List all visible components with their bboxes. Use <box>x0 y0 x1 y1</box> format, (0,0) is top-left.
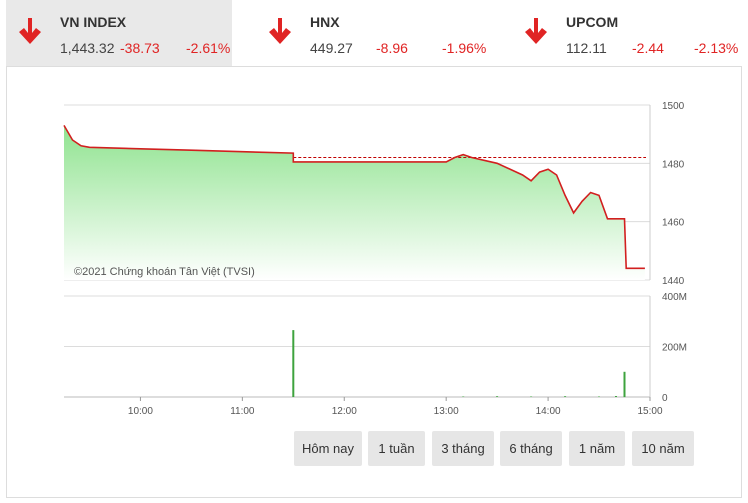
volume-bar <box>496 396 499 397</box>
volume-bar <box>564 396 567 397</box>
x-tick-label: 10:00 <box>128 406 153 417</box>
ticker-upcom[interactable]: UPCOM 112.11 -2.44 -2.13% <box>512 0 748 66</box>
range-button-10-years[interactable]: 10 năm <box>632 431 694 466</box>
volume-tick-label: 400M <box>662 292 687 303</box>
volume-bar <box>530 396 533 397</box>
ticker-percent: -1.96% <box>442 40 487 56</box>
price-line <box>63 124 645 270</box>
range-button-3-months[interactable]: 3 tháng <box>432 431 494 466</box>
down-arrow-icon <box>269 18 291 44</box>
down-arrow-icon <box>19 18 41 44</box>
chart-watermark: ©2021 Chứng khoán Tân Việt (TVSI) <box>74 266 255 278</box>
volume-bar <box>623 371 626 398</box>
ticker-price: 112.11 <box>566 40 607 56</box>
x-tick-label: 14:00 <box>536 406 561 417</box>
ticker-price: 449.27 <box>310 40 353 56</box>
ticker-change: -2.44 <box>632 40 664 56</box>
price-tick-label: 1480 <box>662 159 685 170</box>
x-tick-label: 13:00 <box>434 406 459 417</box>
down-arrow-icon <box>525 18 547 44</box>
range-button-today[interactable]: Hôm nay <box>294 431 362 466</box>
price-tick-label: 1440 <box>662 276 685 287</box>
index-chart: 1500 1480 1460 1440 400M 200M 0 10:00 11:00 12:00… <box>63 101 687 417</box>
x-tick-label: 15:00 <box>637 406 662 417</box>
ticker-price: 1,443.32 <box>60 40 115 56</box>
price-tick-label: 1500 <box>662 101 685 112</box>
volume-bar <box>598 396 600 397</box>
volume-tick-label: 0 <box>662 393 668 404</box>
ticker-name: HNX <box>310 14 340 30</box>
ticker-vnindex[interactable]: VN INDEX 1,443.32 -38.73 -2.61% <box>6 0 232 66</box>
ticker-change: -8.96 <box>376 40 408 56</box>
x-tick-label: 12:00 <box>332 406 357 417</box>
range-button-1-week[interactable]: 1 tuần <box>368 431 425 466</box>
ticker-hnx[interactable]: HNX 449.27 -8.96 -1.96% <box>256 0 496 66</box>
ticker-name: UPCOM <box>566 14 619 30</box>
ticker-name: VN INDEX <box>60 14 127 30</box>
volume-bars <box>292 330 626 398</box>
volume-bar <box>292 330 295 397</box>
ticker-percent: -2.61% <box>186 40 231 56</box>
price-area <box>64 125 645 281</box>
volume-bar <box>462 396 465 397</box>
index-ticker-bar: VN INDEX 1,443.32 -38.73 -2.61% HNX 449.… <box>0 0 748 66</box>
axis-labels: 1500 1480 1460 1440 400M 200M 0 10:00 11:00 12:00… <box>128 101 687 417</box>
ticker-percent: -2.13% <box>694 40 739 56</box>
range-button-1-year[interactable]: 1 năm <box>569 431 625 466</box>
ticker-change: -38.73 <box>120 40 160 56</box>
range-button-6-months[interactable]: 6 tháng <box>500 431 562 466</box>
chart-panel <box>6 66 742 498</box>
price-tick-label: 1460 <box>662 218 685 229</box>
x-tick-label: 11:00 <box>230 406 255 417</box>
volume-bar <box>615 396 617 397</box>
volume-tick-label: 200M <box>662 343 687 354</box>
